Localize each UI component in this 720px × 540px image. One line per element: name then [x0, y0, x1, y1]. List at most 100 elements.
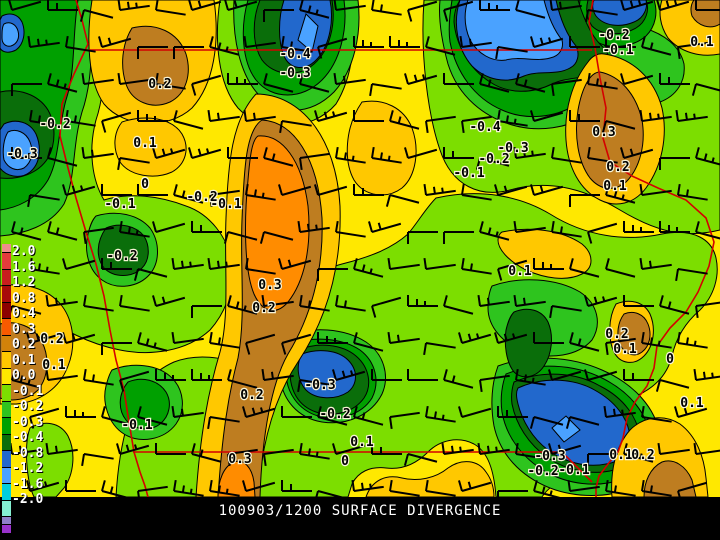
wind-barb [443, 295, 474, 315]
wind-barb [299, 442, 330, 460]
wind-barb [675, 268, 708, 282]
wind-barb [385, 194, 420, 207]
wind-barb [677, 331, 708, 349]
colorbar-label: 0.8 [12, 290, 36, 306]
wind-barb [495, 46, 528, 60]
wind-barb [659, 221, 690, 233]
wind-barb [695, 221, 720, 241]
wind-barb [209, 331, 240, 349]
wind-barb [587, 222, 618, 244]
wind-barb [477, 294, 510, 307]
wind-barb [459, 35, 492, 48]
wind-barb [603, 405, 636, 418]
wind-barb [27, 194, 60, 208]
wind-barb [83, 226, 114, 245]
contour-label: 0.1 [609, 448, 633, 463]
wind-barb [369, 83, 402, 97]
contour-label: 0.2 [240, 388, 263, 403]
wind-barb [387, 257, 420, 270]
wind-barb [207, 109, 240, 122]
wind-barb [584, 295, 618, 307]
wind-barb [26, 332, 60, 344]
contour-label: -0.1 [104, 197, 135, 212]
wind-barb [389, 479, 420, 497]
contour-label: -0.2 [319, 407, 350, 422]
wind-barb [11, 147, 42, 159]
wind-barb [695, 300, 720, 319]
wind-barb [623, 221, 654, 233]
wind-barb [513, 220, 546, 233]
wind-barb [530, 36, 564, 48]
wind-barb [584, 369, 618, 381]
wind-barb [479, 0, 510, 11]
contour-label: 0.1 [690, 35, 714, 50]
wind-barb [655, 379, 690, 392]
wind-barb [243, 35, 276, 48]
contour-label: 0 [666, 352, 674, 367]
wind-barb [548, 443, 582, 455]
region-chartreuse-bottomleft [26, 422, 74, 497]
wind-barb [443, 369, 474, 389]
colorbar-band [2, 352, 11, 369]
wind-barb [587, 453, 618, 466]
wind-barb [587, 146, 618, 164]
contour-labels: 0.2-0.4-0.3-0.2-0.30.10-0.1 -0.2-0.1-0.2-… [5, 27, 715, 480]
contour-label: -0.3 [497, 141, 528, 156]
wind-barb [549, 305, 582, 319]
wind-barb [425, 479, 456, 497]
contour-label: -0.3 [279, 66, 310, 81]
wind-barbs [7, 0, 720, 497]
wind-barb [677, 481, 708, 497]
wind-barb [137, 485, 168, 497]
wind-barb [569, 332, 600, 352]
contour-label: -0.4 [279, 47, 310, 62]
surface-divergence-map: 0.2 -0.4 -0.3 -0.2 -0.3 0.1 0 -0.1 -0.2 -0.1 -0.2-… [0, 0, 720, 497]
wind-barb [188, 147, 222, 159]
wind-barb [403, 453, 438, 466]
wind-barb [623, 369, 654, 381]
wind-barb [314, 184, 348, 196]
wind-barb [227, 295, 258, 315]
wind-barb [533, 332, 564, 344]
wind-barb [263, 9, 294, 22]
wind-barb [101, 342, 132, 355]
wind-barb [353, 406, 384, 426]
wind-barb [404, 147, 438, 159]
wind-barb [353, 36, 384, 48]
wind-barb [407, 0, 438, 22]
wind-barb [227, 448, 258, 467]
wind-barb [533, 258, 564, 270]
wind-barb [443, 73, 474, 85]
wind-barb [475, 157, 510, 170]
colorbar-band [2, 517, 11, 525]
wind-barb [605, 36, 636, 48]
wind-barb [620, 73, 654, 85]
wind-barb [623, 443, 654, 463]
wind-barb [351, 479, 384, 492]
wind-barb [693, 442, 720, 455]
wind-barb [620, 0, 654, 11]
wind-barb [639, 109, 672, 122]
wind-barb [335, 294, 366, 312]
wind-barb [674, 406, 708, 418]
wind-barb [227, 73, 258, 85]
wind-barb [299, 73, 330, 93]
wind-barb [191, 443, 222, 463]
wind-barb [407, 231, 438, 244]
wind-barb [641, 331, 672, 349]
wind-barb [569, 110, 600, 122]
contour-label: -0.2 [106, 249, 137, 264]
colorbar-label: -0.1 [12, 383, 44, 399]
wind-barb [47, 73, 78, 93]
wind-barb [691, 83, 720, 96]
contour-label: -0.3 [6, 147, 37, 162]
wind-barb [605, 258, 636, 278]
wind-barb [551, 146, 582, 164]
colorbar-band [2, 244, 11, 253]
wind-barb [188, 0, 222, 11]
wind-barb [29, 407, 60, 429]
wind-barb [371, 443, 402, 455]
colorbar-label: -1.6 [12, 476, 44, 492]
wind-barb [641, 479, 672, 497]
wind-barb [497, 109, 528, 127]
